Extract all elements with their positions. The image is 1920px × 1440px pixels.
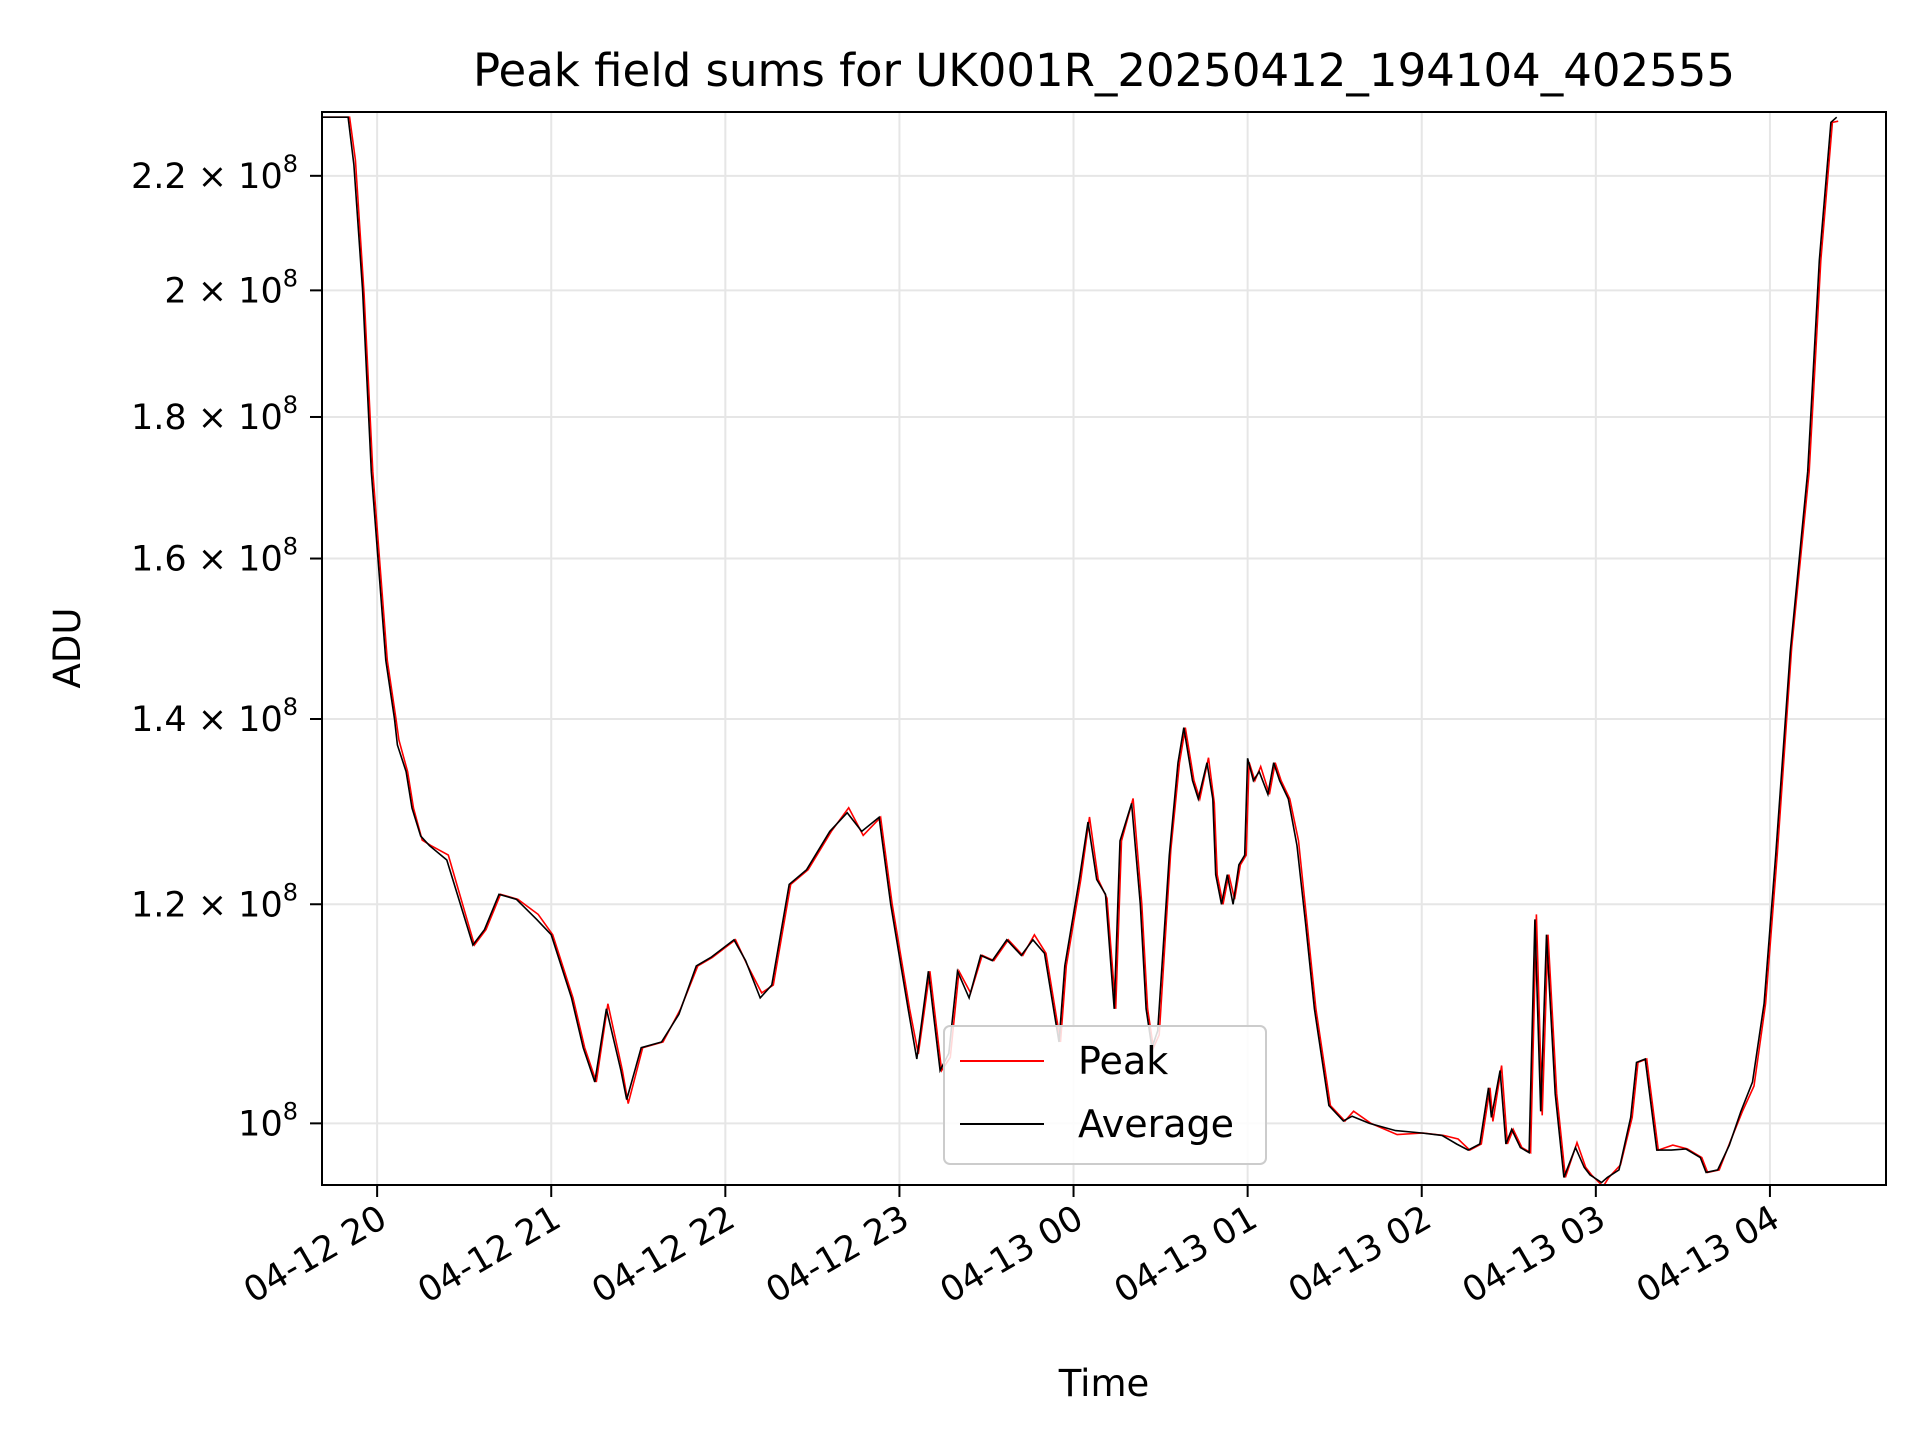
series-layer xyxy=(322,116,1839,1185)
x-axis-label: Time xyxy=(1058,1362,1150,1405)
series-line-peak xyxy=(323,116,1839,1185)
y-tick-label: 1.8 × 108 xyxy=(131,391,298,438)
plot-frame xyxy=(321,111,1887,1186)
y-tick-label: 1.6 × 108 xyxy=(131,533,298,580)
y-tick-label: 1.4 × 108 xyxy=(131,693,298,740)
chart-title: Peak field sums for UK001R_20250412_1941… xyxy=(473,44,1735,97)
y-tick-label: 2.2 × 108 xyxy=(131,150,298,197)
y-tick-label: 108 xyxy=(238,1097,298,1144)
legend-label-average: Average xyxy=(1078,1102,1234,1146)
y-axis: 108 1.2 × 108 1.4 × 108 1.6 × 108 1.8 × 108 2… xyxy=(131,150,322,1144)
y-axis-label: ADU xyxy=(46,608,89,689)
y-tick-label: 1.2 × 108 xyxy=(131,878,298,925)
series-line-average xyxy=(322,116,1838,1184)
legend: Peak Average xyxy=(943,1025,1267,1165)
legend-label-peak: Peak xyxy=(1078,1039,1168,1083)
y-tick-label: 2 × 108 xyxy=(164,264,298,311)
